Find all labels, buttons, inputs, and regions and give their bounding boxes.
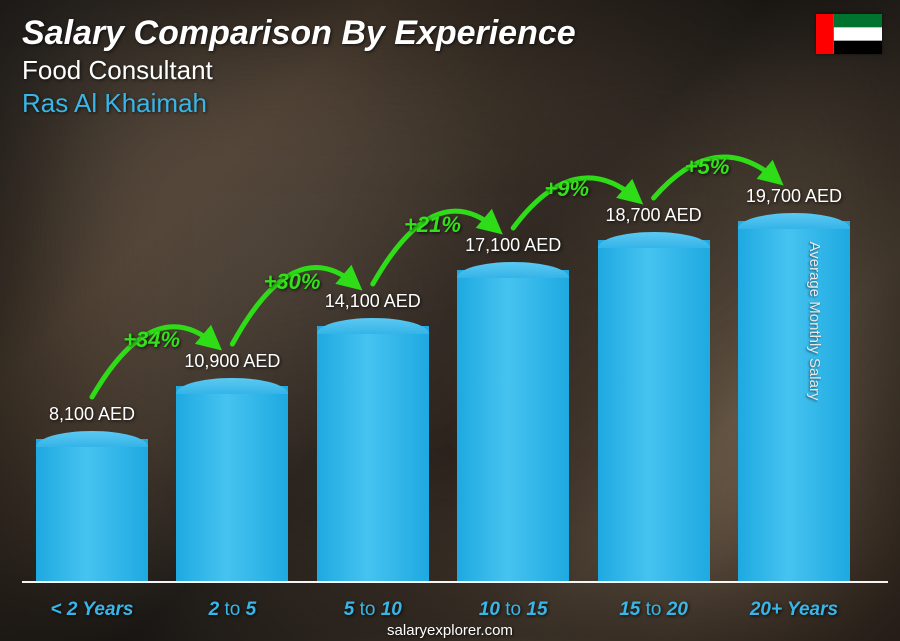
growth-pct-label: +9% <box>544 176 589 202</box>
x-axis-label: 10 to 15 <box>449 599 577 621</box>
bar <box>738 213 850 583</box>
attribution: salaryexplorer.com <box>0 622 900 639</box>
x-axis-line <box>22 581 888 583</box>
bar-slot: 18,700 AED <box>590 205 718 583</box>
bar-body <box>598 240 710 583</box>
growth-pct-label: +34% <box>123 327 180 353</box>
x-axis-label: 15 to 20 <box>590 599 718 621</box>
bar-value-label: 8,100 AED <box>49 404 135 425</box>
x-axis-label: 2 to 5 <box>168 599 296 621</box>
x-axis-label: 20+ Years <box>730 599 858 621</box>
chart-location: Ras Al Khaimah <box>22 88 576 119</box>
bar-cap <box>317 318 429 334</box>
x-axis-label: < 2 Years <box>28 599 156 621</box>
bar <box>36 431 148 583</box>
y-axis-label: Average Monthly Salary <box>806 241 823 400</box>
bar-body <box>36 439 148 583</box>
growth-pct-label: +5% <box>685 154 730 180</box>
x-axis-labels: < 2 Years 2 to 5 5 to 10 10 to 15 15 to 20 20… <box>28 599 858 621</box>
bar <box>457 262 569 583</box>
bar-body <box>457 270 569 583</box>
bar-slot: 19,700 AED <box>730 186 858 583</box>
bar-cap <box>176 378 288 394</box>
x-axis-label: 5 to 10 <box>309 599 437 621</box>
bar-body <box>176 386 288 583</box>
bar-value-label: 18,700 AED <box>606 205 702 226</box>
bar <box>176 378 288 583</box>
bar <box>598 232 710 583</box>
bar-cap <box>457 262 569 278</box>
bar-cap <box>36 431 148 447</box>
bar-body <box>317 326 429 583</box>
growth-pct-label: +30% <box>264 269 321 295</box>
bar-slot: 10,900 AED <box>168 351 296 583</box>
bar <box>317 318 429 583</box>
bar-cap <box>598 232 710 248</box>
uae-flag-icon <box>816 14 882 54</box>
bar-body <box>738 221 850 583</box>
bar-value-label: 10,900 AED <box>184 351 280 372</box>
bar-value-label: 17,100 AED <box>465 235 561 256</box>
header: Salary Comparison By Experience Food Con… <box>22 14 576 119</box>
chart-subtitle: Food Consultant <box>22 55 576 86</box>
bar-slot: 14,100 AED <box>309 291 437 583</box>
bar-slot: 8,100 AED <box>28 404 156 583</box>
bar-value-label: 19,700 AED <box>746 186 842 207</box>
chart-title: Salary Comparison By Experience <box>22 14 576 53</box>
bar-cap <box>738 213 850 229</box>
bar-value-label: 14,100 AED <box>325 291 421 312</box>
bar-slot: 17,100 AED <box>449 235 577 583</box>
growth-pct-label: +21% <box>404 212 461 238</box>
